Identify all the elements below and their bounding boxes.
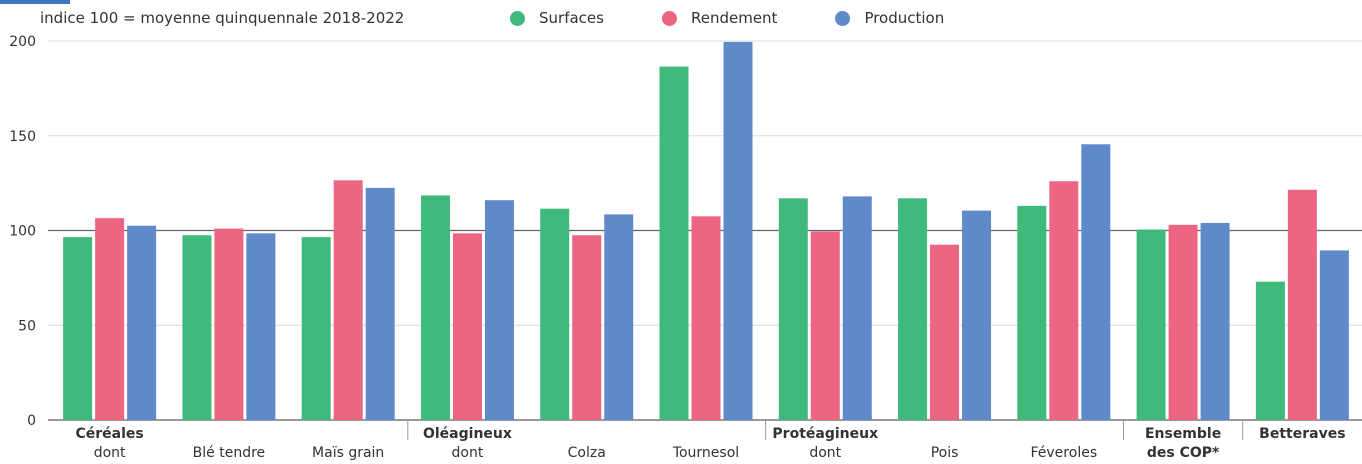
bar-rendement-3 (452, 233, 482, 420)
legend-marker-production (835, 10, 851, 26)
legend-label-surfaces: Surfaces (539, 9, 604, 27)
legend-item-production[interactable]: Production (835, 9, 944, 27)
bar-production-4 (604, 214, 634, 420)
y-tick-label-150: 150 (9, 129, 36, 145)
x-tick-label-line2: Blé tendre (193, 445, 265, 461)
bar-rendement-7 (930, 244, 960, 420)
legend-item-rendement[interactable]: Rendement (661, 9, 778, 27)
y-tick-label-0: 0 (27, 413, 36, 429)
y-tick-label-50: 50 (18, 318, 36, 334)
bar-rendement-10 (1287, 189, 1317, 420)
chart-legend: Surfaces Rendement Production (510, 9, 1002, 27)
bar-production-6 (842, 196, 872, 420)
bar-production-0 (127, 225, 157, 420)
bar-surfaces-5 (659, 66, 689, 421)
bar-rendement-0 (95, 218, 125, 420)
x-tick-label-line2: des COP* (1147, 445, 1220, 461)
bar-production-9 (1200, 222, 1230, 420)
bar-production-8 (1081, 144, 1111, 420)
legend-marker-surfaces (510, 10, 525, 26)
bar-surfaces-1 (182, 235, 212, 420)
bar-surfaces-0 (63, 237, 93, 420)
bar-rendement-4 (572, 235, 602, 420)
x-tick-label-line2: Tournesol (672, 445, 739, 461)
legend-label-rendement: Rendement (690, 9, 778, 27)
bar-surfaces-8 (1017, 205, 1047, 420)
x-tick-label-line2: Féveroles (1031, 445, 1098, 461)
bar-rendement-2 (333, 180, 363, 420)
x-tick-label-line2: dont (94, 445, 126, 461)
bar-production-3 (484, 200, 514, 420)
bar-production-7 (962, 210, 992, 420)
bar-production-10 (1319, 250, 1349, 420)
bar-rendement-9 (1168, 224, 1198, 420)
bar-surfaces-6 (778, 198, 808, 420)
bar-surfaces-2 (301, 237, 331, 420)
x-tick-label-line2: dont (809, 445, 841, 461)
bar-production-1 (246, 233, 276, 420)
bar-production-2 (365, 187, 395, 420)
legend-item-surfaces[interactable]: Surfaces (510, 9, 604, 27)
bar-surfaces-10 (1255, 281, 1285, 420)
x-tick-label-line2: Colza (568, 445, 606, 461)
bar-rendement-5 (691, 216, 721, 420)
x-tick-label-line2: dont (452, 445, 484, 461)
bar-rendement-1 (214, 228, 244, 420)
bar-rendement-8 (1049, 181, 1079, 420)
bar-surfaces-9 (1136, 229, 1166, 420)
bar-surfaces-3 (420, 195, 450, 420)
y-tick-label-100: 100 (9, 224, 36, 240)
bar-surfaces-4 (540, 208, 570, 420)
legend-marker-rendement (661, 10, 677, 26)
x-tick-label-line1: Céréales (76, 426, 144, 442)
x-tick-label-line1: Betteraves (1259, 426, 1345, 442)
x-tick-label-line1: Ensemble (1145, 426, 1221, 442)
title-accent-strip (0, 0, 70, 4)
x-tick-label-line1: Protéagineux (772, 426, 878, 442)
x-tick-label-line2: Maïs grain (312, 445, 384, 461)
x-tick-label-line1: Oléagineux (423, 426, 512, 442)
chart-subtitle: indice 100 = moyenne quinquennale 2018-2… (40, 9, 405, 27)
bar-surfaces-7 (898, 198, 928, 420)
y-tick-label-200: 200 (9, 34, 36, 50)
bar-production-5 (723, 41, 753, 420)
legend-label-production: Production (864, 9, 945, 27)
x-tick-label-line2: Pois (931, 445, 959, 461)
bar-rendement-6 (810, 231, 840, 420)
